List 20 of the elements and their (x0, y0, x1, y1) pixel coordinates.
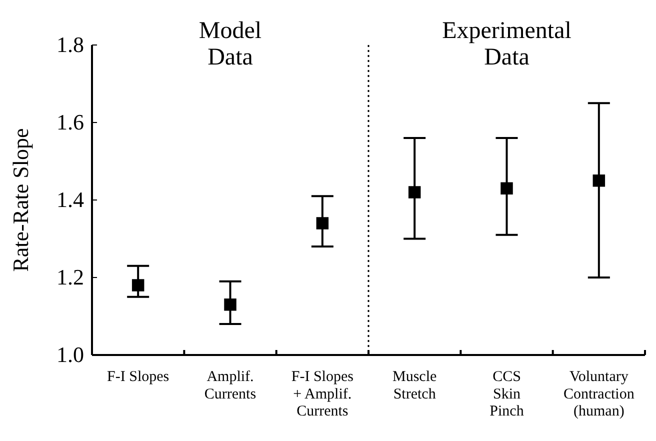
point (132, 279, 144, 292)
x-tick-label: Muscle Stretch (392, 369, 437, 402)
y-tick-label: 1.8 (56, 32, 84, 58)
point (224, 298, 236, 311)
x-tick-label: F-I Slopes + Amplif. Currents (291, 369, 354, 420)
x-tick-label: CCS Skin Pinch (490, 369, 524, 420)
y-tick-label: 1.2 (56, 264, 84, 290)
x-tick-label: Amplif. Currents (204, 369, 256, 402)
point (316, 217, 329, 230)
y-tick-label: 1.6 (56, 110, 84, 135)
x-tick-label: F-I Slopes (107, 369, 170, 385)
annotation: Model Data (198, 18, 262, 70)
point (592, 174, 606, 187)
point (408, 186, 421, 198)
y-tick-label: 1.0 (56, 342, 84, 368)
point (500, 182, 513, 194)
y-tick-label: 1.4 (56, 187, 84, 212)
y-axis-title: Rate-Rate Slope (8, 128, 33, 272)
annotation: Experimental Data (442, 18, 572, 70)
x-tick-label: Voluntary Contraction (human) (564, 369, 635, 420)
